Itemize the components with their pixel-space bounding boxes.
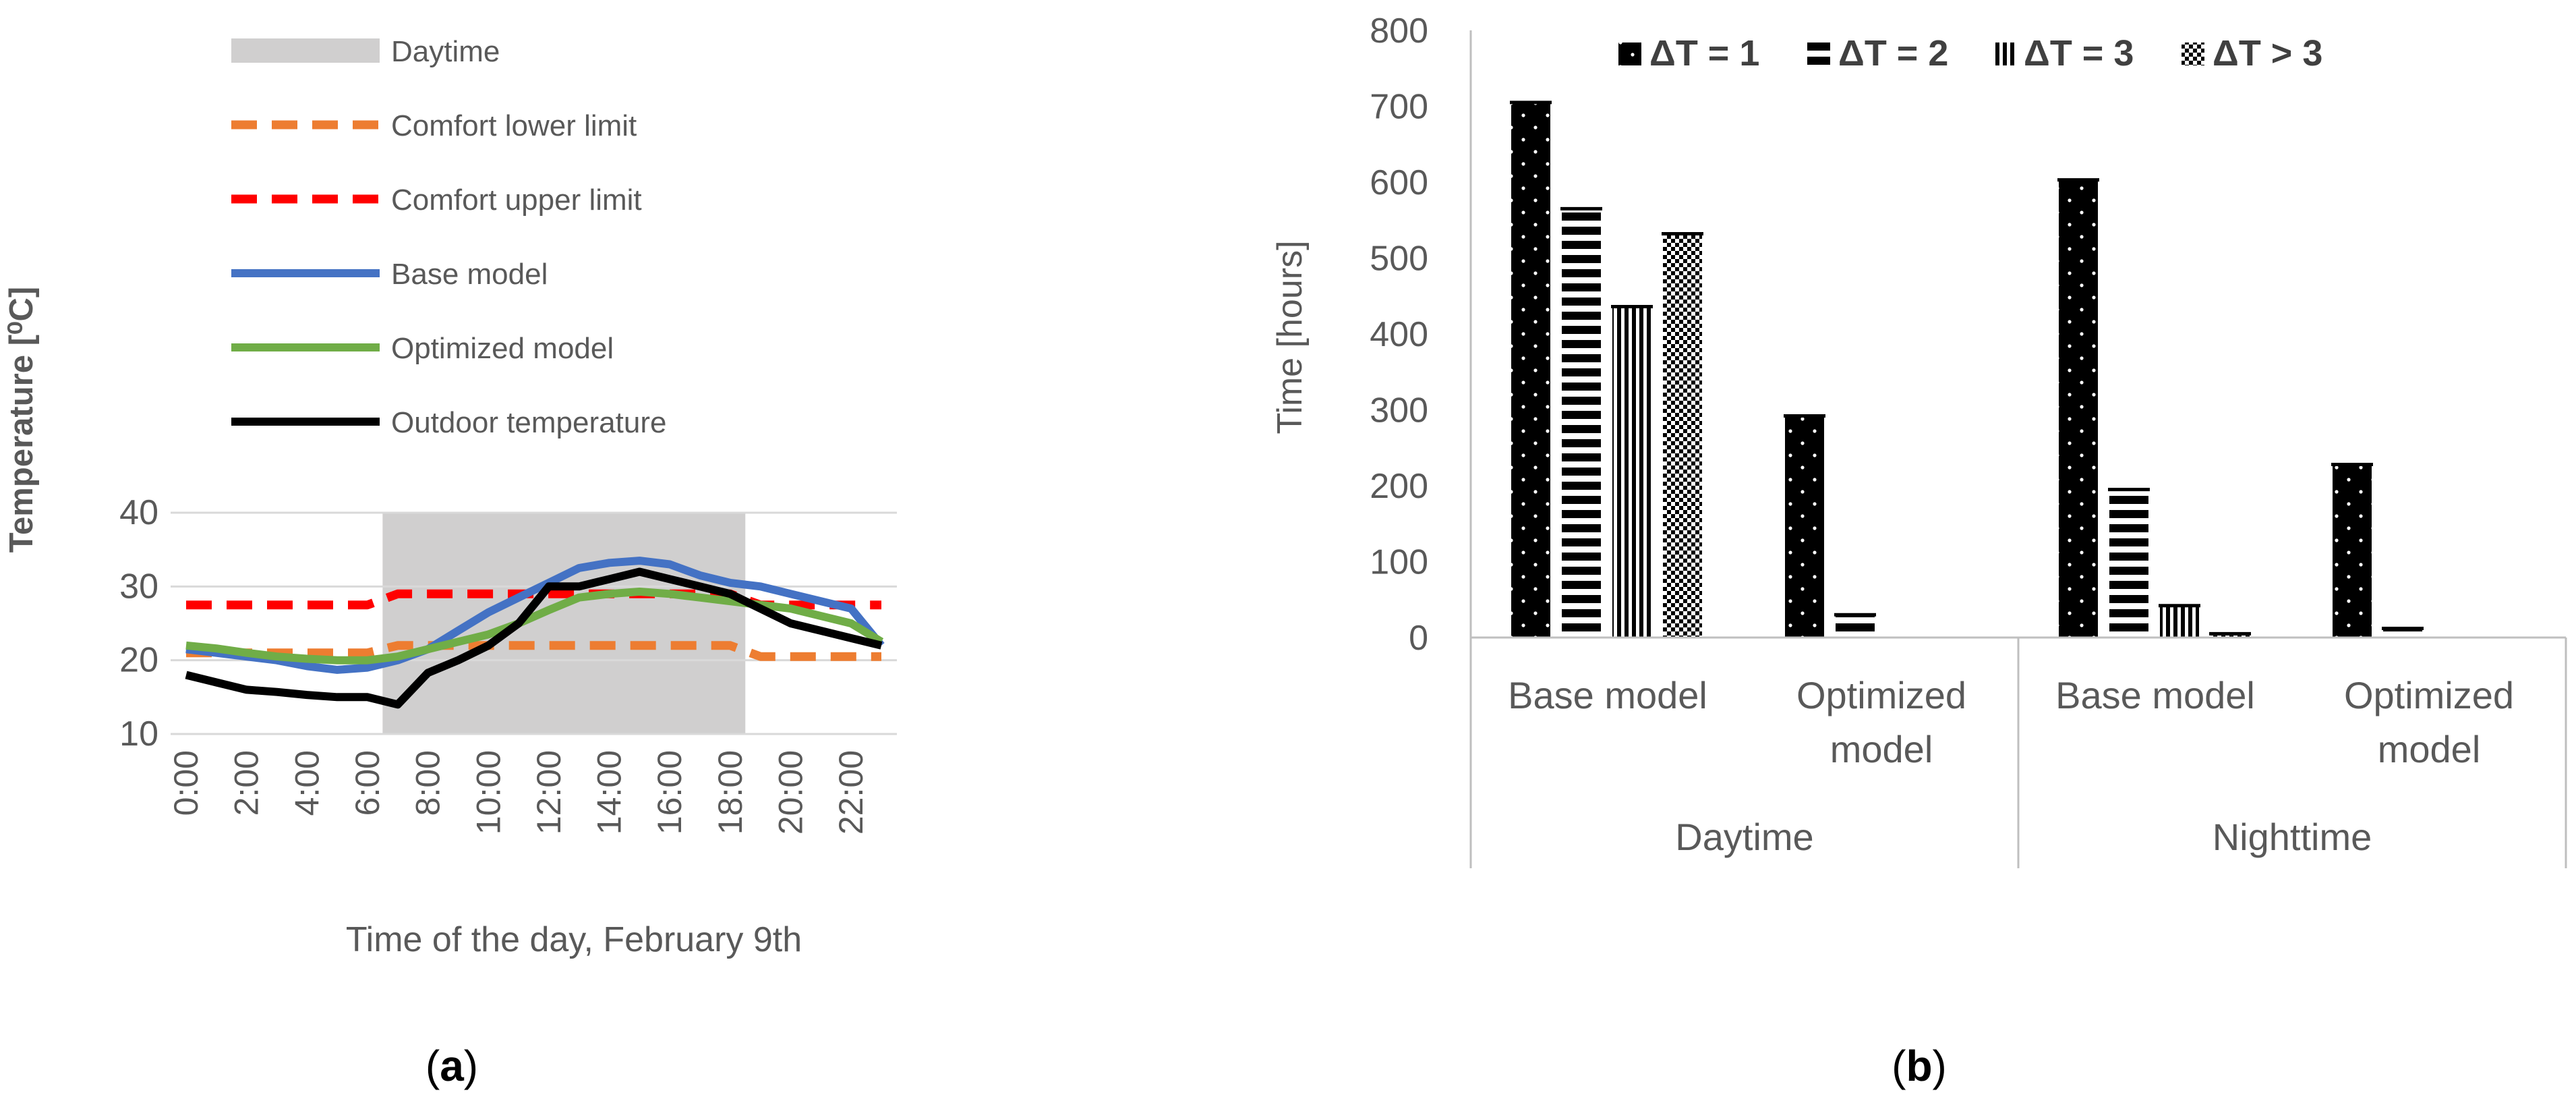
category-label: Base model xyxy=(2055,674,2255,716)
legend-swatch xyxy=(1993,43,2016,65)
bar xyxy=(2331,463,2373,638)
panel-label: (b) xyxy=(1892,1042,1947,1090)
bar xyxy=(1784,414,1825,638)
category-label: Optimized xyxy=(1796,674,1966,716)
panel-label: (a) xyxy=(426,1042,478,1090)
series-line-base-model xyxy=(185,557,885,674)
legend-swatch xyxy=(2182,43,2204,65)
bar xyxy=(2108,488,2150,638)
daytime-shaded-region xyxy=(382,513,746,734)
x-tick-label: 12:00 xyxy=(530,750,568,835)
bar xyxy=(1560,206,1602,638)
bar xyxy=(1834,613,1876,638)
legend-label: ΔT > 3 xyxy=(2213,33,2322,74)
category-label: Base model xyxy=(1508,674,1707,716)
y-tick-labels: 0 100 200 300 400 500 600 700 800 xyxy=(1370,11,1428,658)
y-tick-label: 700 xyxy=(1370,88,1428,127)
legend-item: ΔT = 2 xyxy=(1807,33,1948,74)
bars xyxy=(1510,101,2424,638)
series-line-optimized-model xyxy=(185,588,884,665)
x-tick-label: 14:00 xyxy=(591,750,628,835)
x-tick-label: 2:00 xyxy=(228,750,266,816)
legend-label: Outdoor temperature xyxy=(391,406,666,439)
x-tick-label: 10:00 xyxy=(469,750,507,835)
bar xyxy=(1662,232,1703,638)
line-chart-panel: Daytime Comfort lower limit Comfort upper … xyxy=(3,35,897,1090)
y-tick-label: 300 xyxy=(1370,391,1428,430)
legend-item: Base model xyxy=(231,258,548,291)
group-label: Daytime xyxy=(1675,816,1813,858)
y-tick-label: 600 xyxy=(1370,163,1428,202)
bar xyxy=(2159,604,2200,638)
x-tick-label: 16:00 xyxy=(651,750,689,835)
x-tick-labels: 0:00 2:00 4:00 6:00 8:00 10:00 12:00 14:00 16:00… xyxy=(167,750,870,835)
bar xyxy=(2382,627,2424,638)
bar xyxy=(1510,101,1552,638)
x-tick-label: 0:00 xyxy=(167,750,205,816)
x-tick-label: 22:00 xyxy=(832,750,870,835)
legend-item: Comfort upper limit xyxy=(231,184,642,217)
legend-label: ΔT = 1 xyxy=(1649,33,1759,74)
y-tick-label: 0 xyxy=(1409,619,1428,658)
legend-label: Base model xyxy=(391,258,548,291)
data-series xyxy=(185,557,885,709)
legend-label: Comfort lower limit xyxy=(391,109,637,142)
x-tick-label: 20:00 xyxy=(772,750,810,835)
legend-label: Daytime xyxy=(391,35,500,68)
x-tick-label: 4:00 xyxy=(288,750,326,816)
group-label: Nighttime xyxy=(2213,816,2372,858)
y-tick-label: 20 xyxy=(119,641,158,680)
x-tick-label: 8:00 xyxy=(409,750,447,816)
legend-swatch xyxy=(1807,43,1830,65)
y-tick-label: 40 xyxy=(119,493,158,532)
y-tick-label: 100 xyxy=(1370,543,1428,582)
legend-item: ΔT > 3 xyxy=(2182,33,2322,74)
y-tick-label: 10 xyxy=(119,714,158,754)
chart-legend: ΔT = 1 ΔT = 2 ΔT = 3 ΔT > 3 xyxy=(1618,33,2322,74)
legend-item: Comfort lower limit xyxy=(231,109,637,142)
y-tick-label: 30 xyxy=(119,567,158,606)
y-tick-label: 200 xyxy=(1370,467,1428,506)
chart-legend: Daytime Comfort lower limit Comfort upper … xyxy=(231,35,666,439)
bar xyxy=(1611,305,1653,638)
y-tick-label: 400 xyxy=(1370,315,1428,354)
bar xyxy=(2209,631,2251,638)
x-tick-label: 6:00 xyxy=(349,750,386,816)
category-label: model xyxy=(1830,728,1933,770)
bar-chart-panel: 0 100 200 300 400 500 600 700 800 Base model Opti… xyxy=(1270,11,2567,1090)
legend-item: Outdoor temperature xyxy=(231,406,666,439)
legend-swatch xyxy=(1618,43,1641,65)
y-axis-label: Temperature [⁰C] xyxy=(3,287,40,553)
legend-label: Optimized model xyxy=(391,332,614,365)
series-line-comfort-lower-limit xyxy=(186,641,881,661)
y-tick-label: 800 xyxy=(1370,11,1428,51)
y-axis-label: Time [hours] xyxy=(1270,240,1310,434)
legend-item: ΔT = 3 xyxy=(1993,33,2134,74)
x-axis-label: Time of the day, February 9th xyxy=(346,920,802,959)
legend-label: Comfort upper limit xyxy=(391,184,642,217)
legend-item: ΔT = 1 xyxy=(1618,33,1759,74)
legend-label: ΔT = 3 xyxy=(2024,33,2134,74)
legend-label: ΔT = 2 xyxy=(1838,33,1948,74)
legend-item: Daytime xyxy=(231,35,500,68)
category-label: Optimized xyxy=(2344,674,2514,716)
legend-item: Optimized model xyxy=(231,332,614,365)
legend-swatch xyxy=(231,38,380,63)
y-tick-label: 500 xyxy=(1370,239,1428,279)
bar xyxy=(2057,178,2099,638)
x-tick-label: 18:00 xyxy=(711,750,749,835)
series-line-outdoor-temperature xyxy=(185,567,883,709)
x-axis: Base model Optimized model Base model Optimi… xyxy=(1469,636,2567,868)
category-label: model xyxy=(2378,728,2481,770)
y-tick-labels: 10 20 30 40 xyxy=(119,493,158,754)
